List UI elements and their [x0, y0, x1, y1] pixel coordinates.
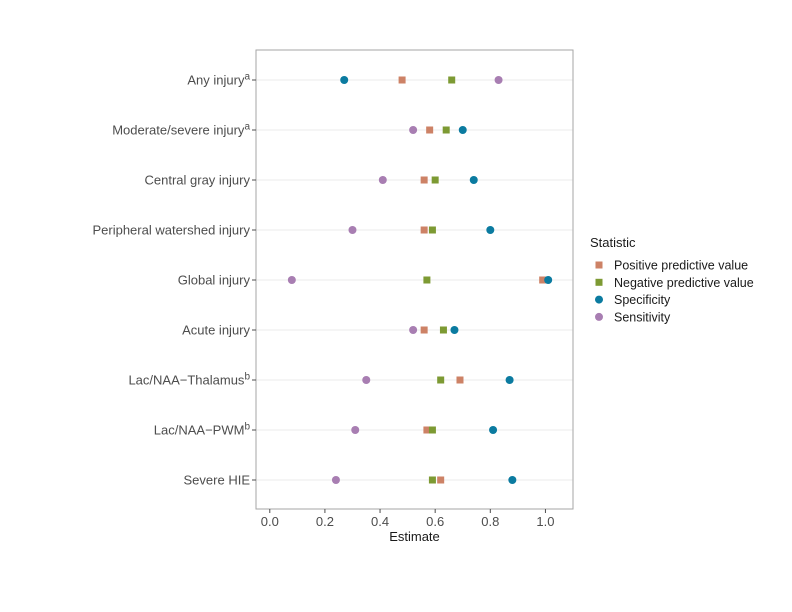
data-point-square	[437, 476, 445, 484]
category-label: Lac/NAA−PWMb	[154, 422, 251, 438]
data-point-square	[420, 226, 428, 234]
category-label: Any injurya	[187, 72, 250, 88]
data-point-square	[426, 126, 434, 134]
legend-title: Statistic	[590, 235, 636, 250]
data-point-square	[423, 426, 431, 434]
legend: Statistic Positive predictive value Negat…	[590, 235, 754, 324]
data-point-circle	[450, 326, 459, 334]
category-label: Lac/NAA−Thalamusb	[128, 372, 250, 388]
data-point-square	[539, 276, 547, 284]
data-point-square	[448, 76, 456, 84]
data-point-circle	[409, 326, 418, 334]
data-marks	[287, 76, 553, 484]
data-point-square	[428, 476, 436, 484]
x-tick-label: 0.0	[261, 514, 279, 529]
category-label: Peripheral watershed injury	[92, 223, 250, 238]
data-point-square	[420, 176, 428, 184]
x-axis: 0.0 0.2 0.4 0.6 0.8 1.0	[261, 509, 554, 529]
x-tick-label: 0.6	[426, 514, 444, 529]
legend-label: Positive predictive value	[614, 259, 748, 273]
data-point-square	[431, 176, 439, 184]
legend-key-square	[595, 261, 603, 269]
data-point-circle	[469, 176, 478, 184]
x-tick-label: 0.2	[316, 514, 334, 529]
data-point-circle	[458, 126, 467, 134]
legend-key-circle	[595, 312, 603, 321]
category-label: Severe HIE	[184, 473, 251, 488]
data-point-square	[423, 276, 431, 284]
data-point-square	[437, 376, 445, 384]
category-labels: Any injurya Moderate/severe injurya Centra…	[92, 72, 256, 488]
category-label: Moderate/severe injurya	[112, 122, 250, 138]
data-point-square	[420, 326, 428, 334]
x-tick-label: 1.0	[536, 514, 554, 529]
data-point-square	[428, 226, 436, 234]
data-point-circle	[362, 376, 371, 384]
legend-label: Negative predictive value	[614, 276, 754, 290]
legend-key-circle	[595, 295, 603, 304]
gridlines	[256, 79, 573, 481]
legend-label: Specificity	[614, 293, 671, 307]
data-point-square	[456, 376, 464, 384]
category-label: Global injury	[178, 273, 251, 288]
x-tick-label: 0.8	[481, 514, 499, 529]
category-label: Central gray injury	[145, 173, 251, 188]
data-point-square	[439, 326, 447, 334]
data-point-square	[398, 76, 406, 84]
x-tick-label: 0.4	[371, 514, 389, 529]
data-point-circle	[508, 476, 517, 484]
legend-label: Sensitivity	[614, 310, 671, 324]
data-point-square	[428, 426, 436, 434]
data-point-circle	[378, 176, 387, 184]
data-point-circle	[351, 426, 360, 434]
data-point-square	[442, 126, 450, 134]
data-point-circle	[348, 226, 357, 234]
data-point-circle	[287, 276, 296, 284]
data-point-circle	[486, 226, 495, 234]
data-point-circle	[505, 376, 514, 384]
data-point-circle	[340, 76, 349, 84]
data-point-circle	[544, 276, 553, 284]
data-point-circle	[409, 126, 418, 134]
data-point-circle	[494, 76, 503, 84]
x-axis-title: Estimate	[389, 529, 440, 544]
data-point-circle	[331, 476, 340, 484]
legend-key-square	[595, 278, 603, 286]
data-point-circle	[489, 426, 498, 434]
category-label: Acute injury	[182, 323, 250, 338]
